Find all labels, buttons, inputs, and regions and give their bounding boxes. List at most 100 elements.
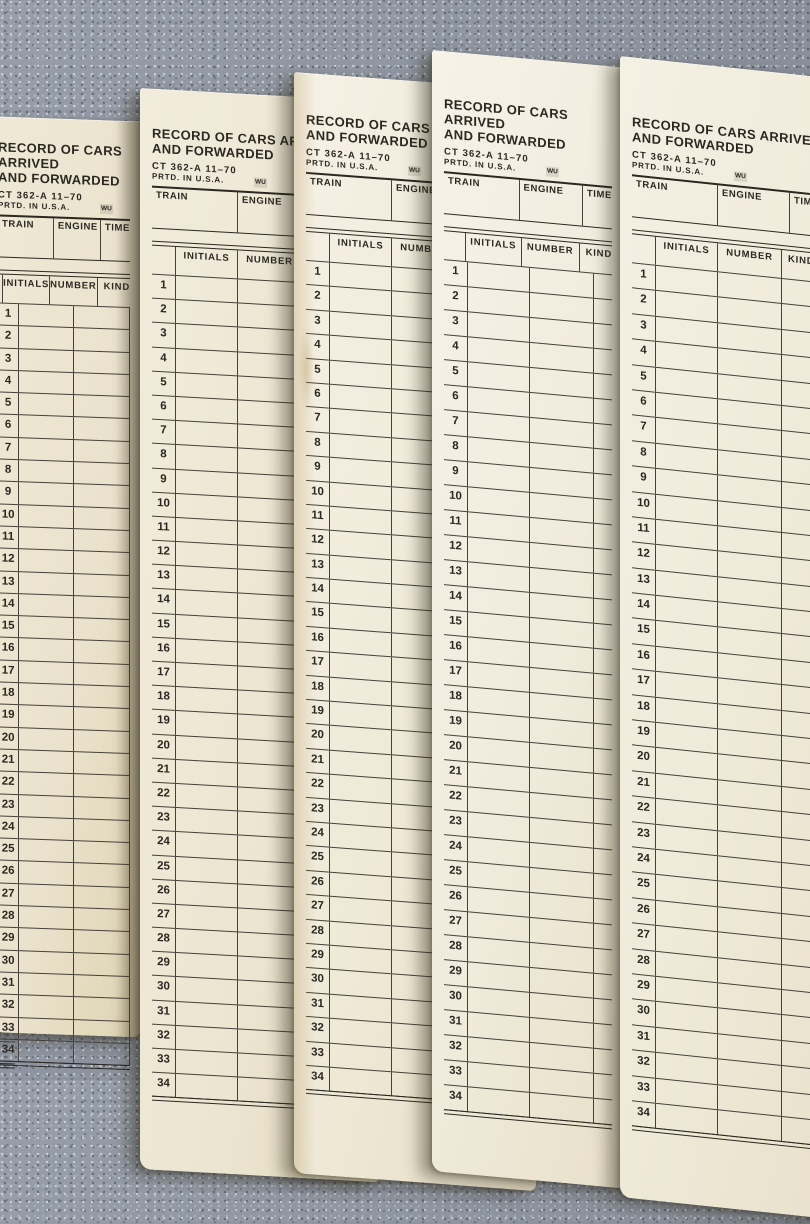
number-cell: [238, 1005, 302, 1032]
initials-cell: [19, 727, 74, 752]
form-title-line1: RECORD OF CARS ARRIVED: [0, 139, 123, 172]
row-number: 27: [306, 895, 330, 921]
row-number: 22: [444, 785, 468, 812]
number-header: NUMBER: [521, 238, 580, 272]
initials-cell: [19, 504, 74, 529]
initials-header: INITIALS: [465, 233, 522, 267]
initials-cell: [330, 1067, 392, 1096]
row-number: 11: [0, 526, 20, 549]
initials-cell: [176, 493, 238, 521]
row-number: 26: [306, 870, 330, 896]
row-number: 27: [152, 903, 176, 929]
row-number: 24: [152, 830, 176, 856]
initials-cell: [330, 848, 392, 877]
row-number: 7: [306, 407, 330, 433]
row-number: 15: [632, 618, 656, 646]
union-printing-mark: WU: [254, 177, 267, 189]
row-number: 22: [632, 796, 656, 824]
row-number-header-cell: [152, 245, 176, 276]
initials-cell: [176, 663, 238, 690]
initials-cell: [330, 604, 392, 633]
row-number: 9: [444, 460, 468, 487]
number-cell: [238, 1053, 302, 1081]
row-number: 5: [152, 371, 176, 396]
initials-cell: [330, 457, 392, 486]
initials-cell: [176, 832, 238, 859]
engine-field: ENGINE: [519, 179, 583, 226]
initials-cell: [330, 287, 392, 316]
train-field: TRAIN: [0, 216, 54, 259]
number-cell: [73, 529, 130, 553]
row-number: 23: [444, 810, 468, 837]
kind-cell: [594, 399, 612, 425]
row-number: 9: [306, 456, 330, 482]
initials-cell: [19, 326, 74, 350]
number-cell: [73, 350, 130, 374]
initials-cell: [176, 614, 238, 642]
row-number: 17: [0, 660, 20, 683]
initials-cell: [330, 701, 392, 730]
number-cell: [238, 908, 302, 936]
initials-cell: [330, 384, 392, 413]
initials-cell: [330, 677, 392, 706]
row-number: 5: [444, 360, 468, 387]
initials-cell: [19, 995, 74, 1019]
initials-cell: [176, 711, 238, 739]
row-number: 7: [152, 419, 176, 445]
number-cell: [238, 811, 302, 839]
number-cell: [238, 859, 302, 887]
initials-cell: [176, 1025, 238, 1053]
number-cell: [73, 885, 130, 910]
number-cell: [238, 956, 302, 984]
initials-cell: [330, 896, 392, 925]
initials-cell: [19, 616, 74, 640]
number-cell: [73, 640, 130, 664]
row-number: 17: [306, 651, 330, 677]
printed-in-usa-label: PRTD. IN U.S.A.: [0, 200, 71, 212]
number-cell: [238, 279, 302, 307]
row-number: 2: [152, 298, 176, 324]
initials-cell: [176, 1050, 238, 1077]
kind-cell: [594, 449, 612, 475]
initials-header: INITIALS: [330, 233, 392, 267]
row-number: 2: [0, 325, 20, 348]
initials-cell: [176, 276, 238, 303]
row-number: 12: [632, 542, 656, 570]
initials-cell: [176, 808, 238, 835]
row-number: 32: [152, 1024, 176, 1050]
row-number: 14: [152, 589, 176, 614]
kind-cell: [594, 1099, 612, 1125]
row-number: 14: [306, 577, 330, 604]
row-number: 16: [0, 637, 20, 660]
time-field: TIME: [583, 186, 612, 229]
initials-cell: [19, 304, 74, 328]
initials-cell: [176, 590, 238, 618]
row-number: 1: [632, 263, 656, 291]
form-table: TRAIN ENGINE TIME INITIALS NUMBER KIND 1…: [444, 171, 612, 1130]
initials-cell: [330, 726, 392, 755]
initials-cell: [176, 856, 238, 884]
row-number: 14: [444, 585, 468, 612]
row-number: 25: [152, 855, 176, 880]
row-number: 25: [444, 860, 468, 887]
initials-cell: [176, 542, 238, 569]
union-printing-mark: WU: [546, 166, 559, 178]
initials-cell: [19, 816, 74, 841]
row-number: 5: [632, 364, 656, 392]
initials-cell: [330, 945, 392, 974]
row-number: 18: [632, 694, 656, 722]
kind-cell: [594, 574, 612, 600]
row-number-header-cell: [306, 231, 330, 262]
row-number: 21: [306, 748, 330, 774]
kind-cell: [594, 874, 612, 900]
number-cell: [238, 690, 302, 718]
time-field: TIME: [101, 220, 130, 261]
kind-cell: [594, 799, 612, 825]
row-number: 14: [0, 593, 20, 616]
number-cell: [73, 618, 130, 642]
row-number: 21: [152, 758, 176, 783]
row-number: 5: [306, 358, 330, 384]
row-number: 32: [444, 1035, 468, 1062]
row-number: 17: [632, 669, 656, 697]
